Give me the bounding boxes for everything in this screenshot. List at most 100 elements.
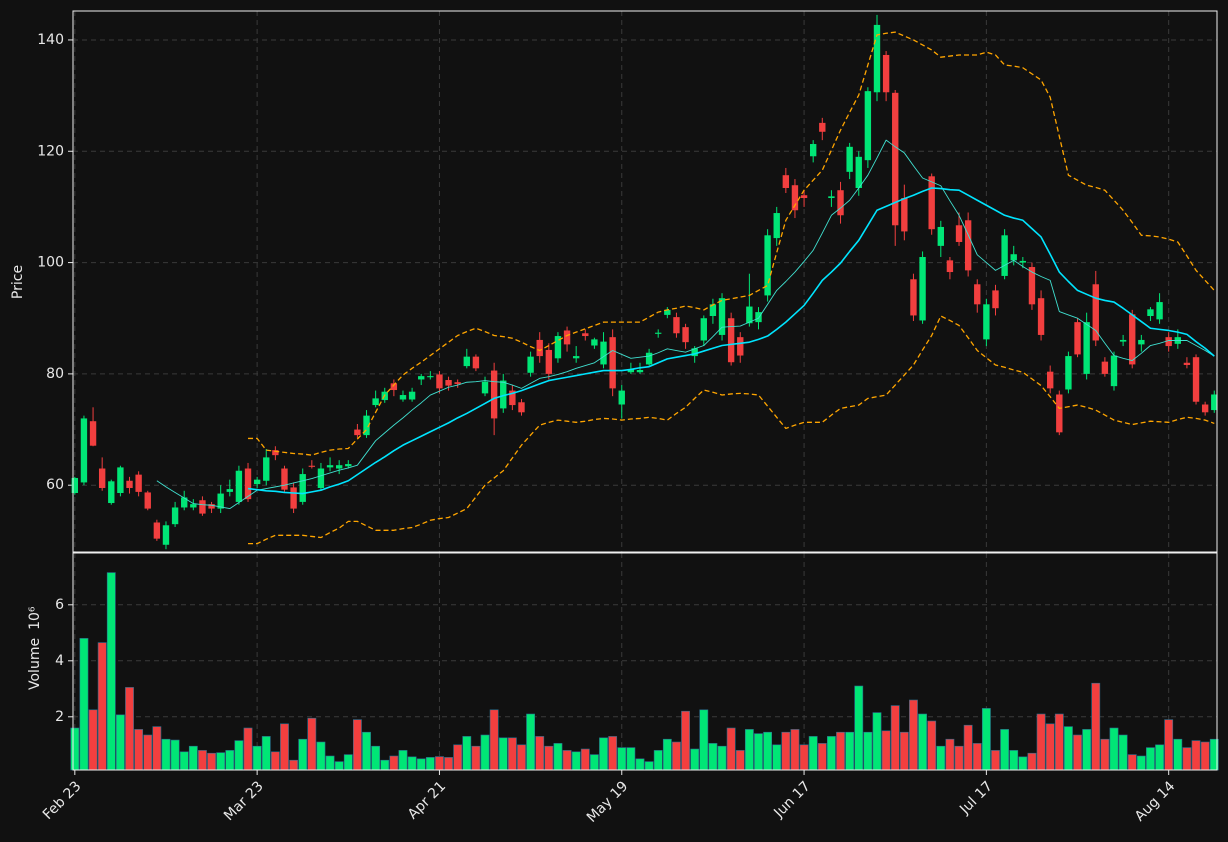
candle-body	[1211, 394, 1218, 411]
volume-bar	[544, 745, 554, 771]
volume-bar	[827, 736, 836, 771]
y-tick-label: 60	[46, 477, 64, 493]
candle-body	[117, 467, 124, 494]
volume-bar	[799, 744, 809, 771]
volume-bar	[398, 750, 408, 771]
volume-bar	[535, 736, 545, 771]
volume-bar	[708, 743, 718, 771]
candle-body	[572, 356, 580, 359]
candle-body	[691, 348, 698, 357]
volume-bar	[70, 727, 80, 771]
candle-body	[490, 370, 498, 419]
overlay-line	[248, 315, 1215, 545]
volume-bar	[1200, 741, 1210, 771]
candle-body	[864, 91, 872, 161]
candle-body	[445, 380, 452, 386]
candle-body	[554, 336, 562, 359]
candle-body	[272, 450, 279, 456]
volume-bar	[216, 752, 226, 771]
y-axis-label: Price	[10, 265, 26, 299]
volume-bar	[972, 743, 982, 771]
volume-bar	[1109, 727, 1119, 771]
volume-bar	[1182, 747, 1192, 771]
volume-bar	[407, 756, 417, 771]
volume-bar	[416, 758, 426, 771]
volume-bar	[125, 687, 134, 771]
volume-bar	[526, 713, 536, 771]
volume-bar	[380, 759, 390, 771]
volume-bar	[899, 731, 909, 771]
candle-body	[873, 24, 881, 93]
volume-bar	[626, 747, 636, 771]
volume-bar	[1173, 738, 1183, 771]
candle-body	[153, 522, 161, 539]
candle-body	[390, 383, 398, 391]
candle-body	[855, 156, 862, 188]
volume-bar	[936, 745, 946, 771]
candle-body	[1028, 267, 1036, 305]
y-tick-label: 6	[55, 597, 64, 613]
candle-body	[1129, 314, 1136, 365]
volume-bar	[808, 736, 818, 771]
candle-body	[345, 464, 352, 467]
y-tick-label: 2	[55, 709, 64, 725]
candle-body	[946, 260, 954, 273]
volume-bar	[608, 736, 618, 771]
candle-body	[700, 318, 707, 341]
candle-body	[582, 333, 589, 337]
candle-body	[545, 349, 553, 374]
volume-bar	[781, 731, 791, 771]
candle-body	[627, 369, 635, 373]
volume-bar	[1064, 726, 1073, 771]
volume-bar	[644, 761, 654, 771]
volume-bar	[316, 741, 326, 771]
candle-body	[892, 92, 899, 226]
volume-bar	[772, 744, 782, 771]
volume-bar	[599, 737, 608, 771]
volume-bar	[298, 738, 308, 771]
candle-body	[217, 493, 224, 509]
volume-bar	[161, 738, 171, 771]
volume-bar	[343, 754, 353, 771]
y-tick-label: 140	[37, 32, 64, 48]
volume-bar	[389, 755, 399, 771]
candle-body	[1192, 357, 1200, 402]
candle-body	[80, 418, 88, 483]
panel-frame	[72, 10, 1218, 553]
candle-body	[1056, 394, 1063, 433]
candle-body	[308, 465, 316, 467]
volume-bar	[198, 750, 207, 771]
volume-bar	[280, 723, 289, 771]
volume-bar	[653, 750, 663, 771]
candle-body	[363, 415, 370, 436]
candle-body	[800, 195, 808, 199]
volume-bar	[735, 750, 745, 771]
candle-body	[737, 337, 744, 356]
candle-body	[1019, 260, 1027, 263]
volume-bar	[1027, 752, 1037, 771]
candle-body	[162, 525, 170, 545]
candle-body	[955, 225, 963, 242]
volume-bar	[945, 738, 955, 771]
volume-bar	[580, 748, 590, 771]
volume-bar	[170, 739, 180, 771]
candle-body	[1201, 404, 1209, 413]
y-tick-label: 120	[37, 143, 64, 159]
candle-body	[317, 468, 325, 488]
volume-bar	[1118, 734, 1128, 771]
volume-bar	[489, 709, 499, 771]
volume-bar	[744, 729, 754, 771]
volume-bar	[1136, 755, 1146, 771]
volume-bar	[289, 759, 298, 771]
volume-bar	[854, 685, 864, 771]
volume-bar	[553, 743, 563, 771]
volume-bar	[179, 751, 189, 771]
candle-body	[910, 279, 917, 316]
volume-bar	[261, 736, 271, 771]
volume-bar	[507, 737, 517, 771]
candle-body	[1065, 356, 1072, 390]
candle-body	[937, 226, 944, 246]
candle-body	[181, 497, 188, 508]
volume-bar	[498, 737, 508, 771]
